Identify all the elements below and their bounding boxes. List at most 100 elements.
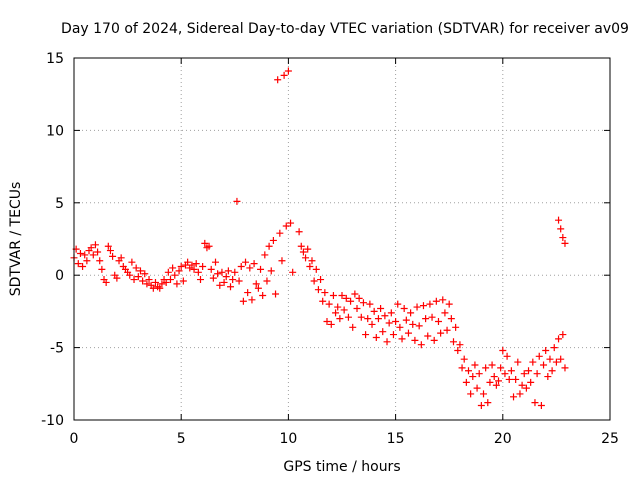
y-axis-ticks: -10 -5 0 5 10 15	[41, 51, 610, 429]
data-point	[561, 364, 569, 372]
data-point	[426, 300, 434, 308]
data-point	[432, 297, 440, 305]
data-point	[239, 297, 247, 305]
data-point	[220, 278, 228, 286]
data-point	[252, 280, 260, 288]
data-point	[340, 306, 348, 314]
data-point	[533, 370, 541, 378]
data-point	[488, 361, 496, 369]
data-point	[559, 234, 567, 242]
data-point	[518, 381, 526, 389]
data-point	[265, 242, 273, 250]
data-point	[428, 313, 436, 321]
data-point	[267, 267, 275, 275]
x-tick-label: 5	[177, 431, 186, 447]
data-point	[520, 370, 528, 378]
data-point	[464, 367, 472, 375]
data-point	[503, 352, 511, 360]
y-tick-label: 15	[46, 51, 64, 67]
data-point	[396, 323, 404, 331]
data-point	[323, 318, 331, 326]
data-point	[548, 367, 556, 375]
data-point	[284, 67, 292, 75]
data-point	[158, 280, 166, 288]
data-point	[486, 378, 494, 386]
data-point	[130, 276, 138, 284]
data-point	[353, 305, 361, 313]
data-point	[244, 289, 252, 297]
data-point	[179, 277, 187, 285]
data-point	[171, 271, 179, 279]
data-point	[445, 300, 453, 308]
data-point	[557, 225, 565, 233]
data-point	[229, 276, 237, 284]
data-point	[261, 251, 269, 259]
data-point	[295, 228, 303, 236]
data-point	[413, 303, 421, 311]
data-point	[473, 384, 481, 392]
data-point	[419, 302, 427, 310]
data-point	[83, 257, 91, 265]
data-point	[81, 251, 89, 259]
data-point	[512, 375, 520, 383]
data-point	[422, 315, 430, 323]
data-point	[79, 263, 87, 271]
data-point	[327, 320, 335, 328]
data-point	[235, 277, 243, 285]
data-point	[282, 222, 290, 230]
data-point	[231, 268, 239, 276]
data-point	[109, 252, 117, 260]
data-point	[126, 271, 134, 279]
data-point	[561, 239, 569, 247]
data-point	[269, 236, 277, 244]
data-point	[424, 332, 432, 340]
data-point	[319, 297, 327, 305]
data-point	[555, 335, 563, 343]
data-point	[516, 390, 524, 398]
data-point	[134, 273, 142, 281]
data-point	[308, 257, 316, 265]
data-point	[259, 291, 267, 299]
data-point	[276, 229, 284, 237]
data-point	[136, 267, 144, 275]
data-point	[332, 309, 340, 317]
data-point	[139, 277, 147, 285]
data-point	[184, 258, 192, 266]
data-point	[91, 241, 99, 249]
data-point	[317, 276, 325, 284]
x-tick-label: 10	[279, 431, 297, 447]
data-point	[344, 313, 352, 321]
y-tick-label: -5	[50, 341, 64, 357]
data-point	[314, 286, 322, 294]
data-point	[192, 260, 200, 268]
data-point	[325, 300, 333, 308]
y-tick-label: 5	[55, 196, 64, 212]
data-point	[499, 346, 507, 354]
data-point	[218, 268, 226, 276]
data-point	[194, 268, 202, 276]
data-point	[199, 263, 207, 271]
data-point	[338, 291, 346, 299]
data-point	[372, 333, 380, 341]
data-point	[443, 326, 451, 334]
data-point	[76, 249, 84, 257]
data-point	[151, 278, 159, 286]
x-axis-ticks: 0 5 10 15 20 25	[70, 58, 619, 447]
data-point	[156, 284, 164, 292]
data-point	[287, 219, 295, 227]
data-point	[312, 265, 320, 273]
data-point	[441, 309, 449, 317]
data-points	[70, 67, 569, 410]
data-point	[201, 239, 209, 247]
data-point	[392, 318, 400, 326]
data-point	[359, 299, 367, 307]
data-point	[505, 375, 513, 383]
data-point	[531, 399, 539, 407]
data-point	[387, 309, 395, 317]
data-point	[402, 316, 410, 324]
data-point	[537, 402, 545, 410]
data-point	[394, 300, 402, 308]
data-point	[306, 263, 314, 271]
data-point	[458, 364, 466, 372]
